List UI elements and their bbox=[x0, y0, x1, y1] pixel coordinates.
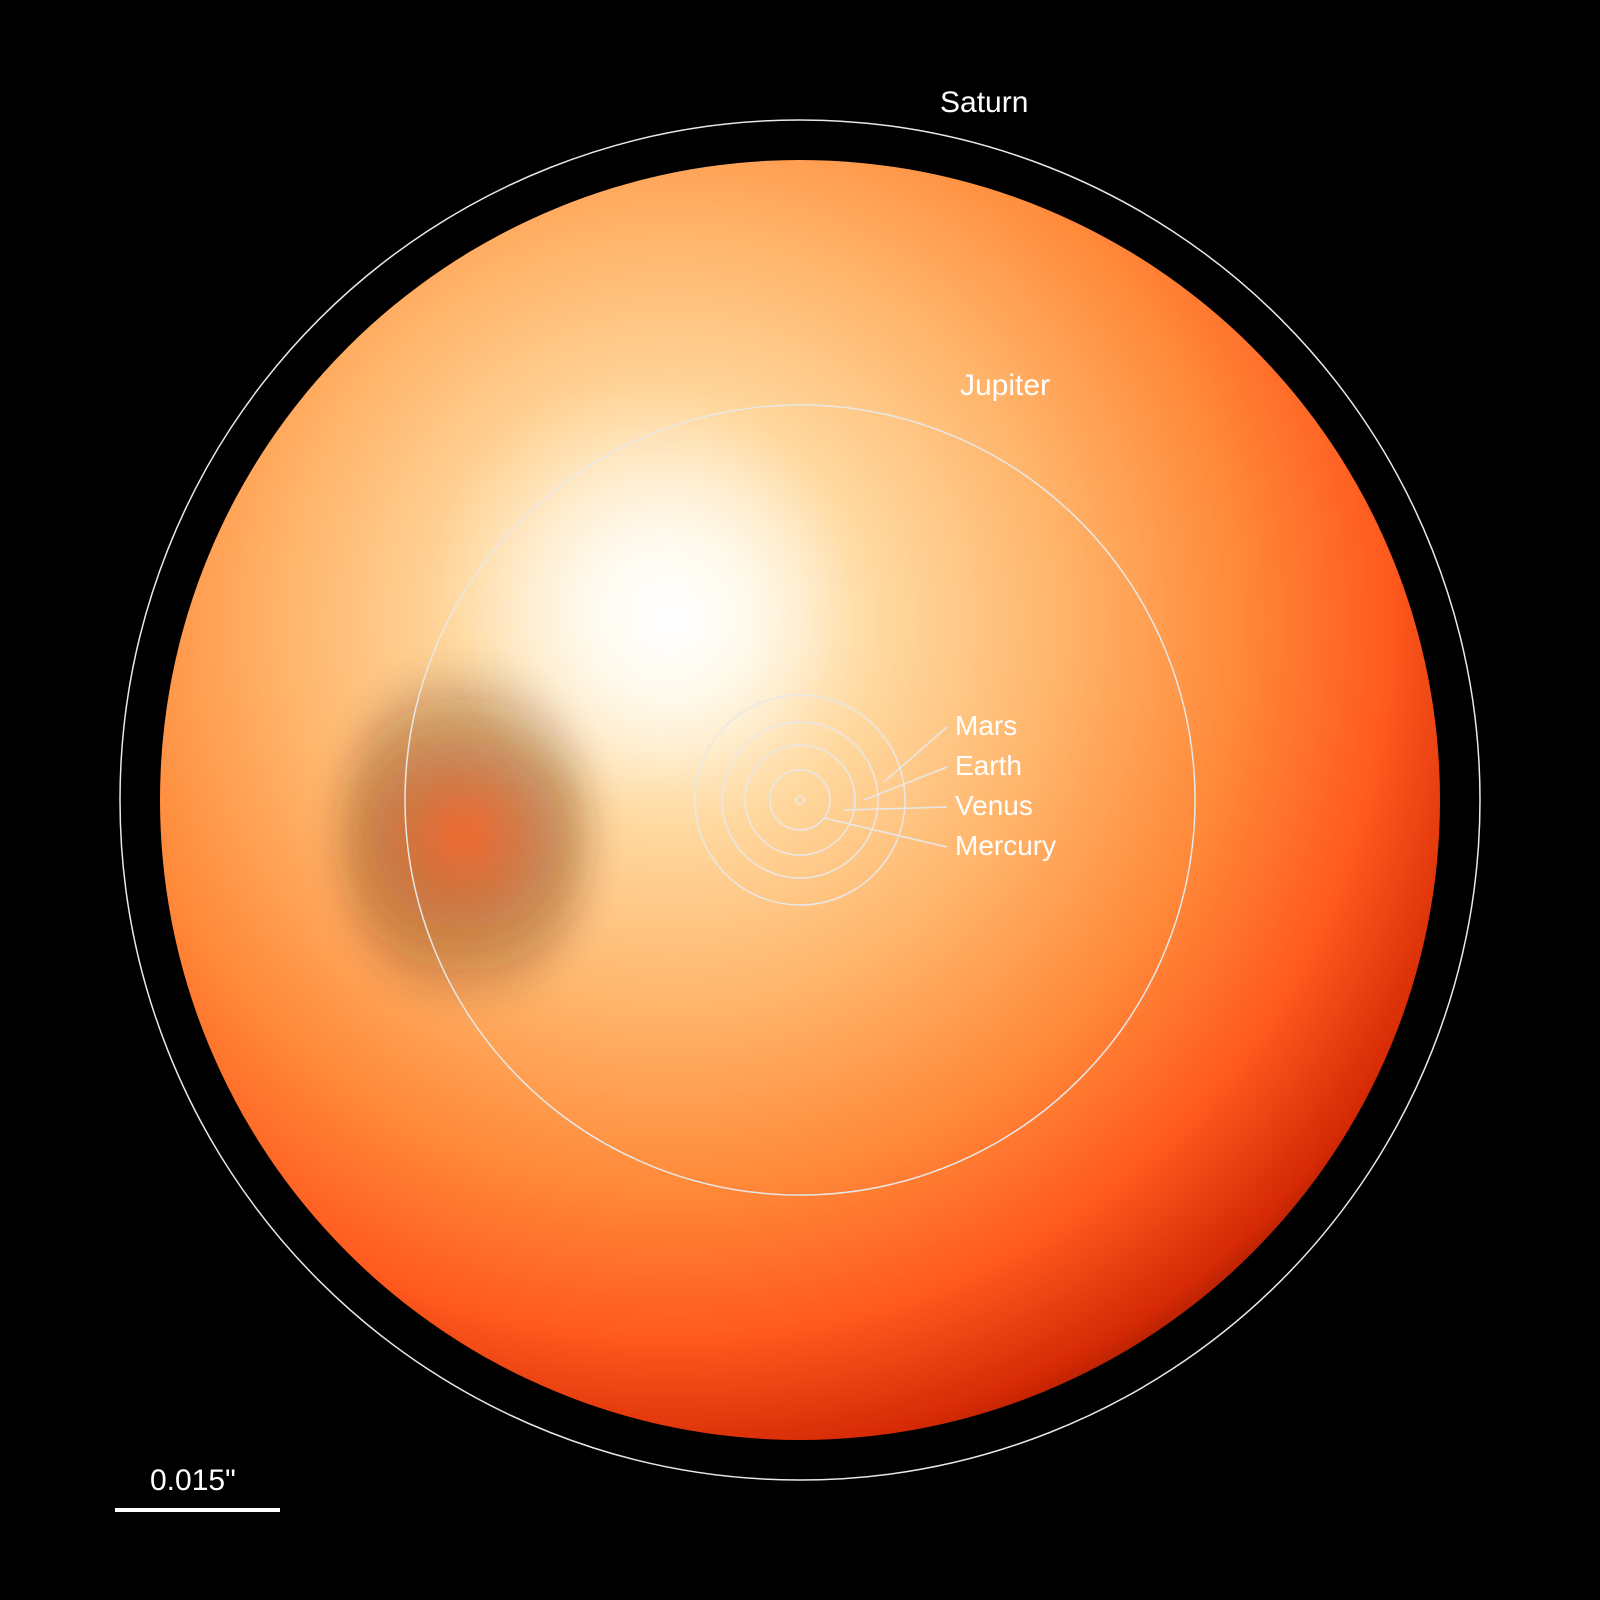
diagram-svg: Mercury Venus Earth Mars Jupiter Saturn 0.015… bbox=[0, 0, 1600, 1600]
label-earth: Earth bbox=[955, 750, 1022, 781]
star-hotspot bbox=[430, 380, 850, 800]
label-mercury: Mercury bbox=[955, 830, 1056, 861]
scale-bar-label: 0.015" bbox=[150, 1464, 236, 1497]
label-jupiter: Jupiter bbox=[960, 369, 1050, 402]
label-venus: Venus bbox=[955, 790, 1033, 821]
label-saturn: Saturn bbox=[940, 86, 1028, 119]
label-mars: Mars bbox=[955, 710, 1017, 741]
diagram-stage: Mercury Venus Earth Mars Jupiter Saturn 0.015… bbox=[0, 0, 1600, 1600]
